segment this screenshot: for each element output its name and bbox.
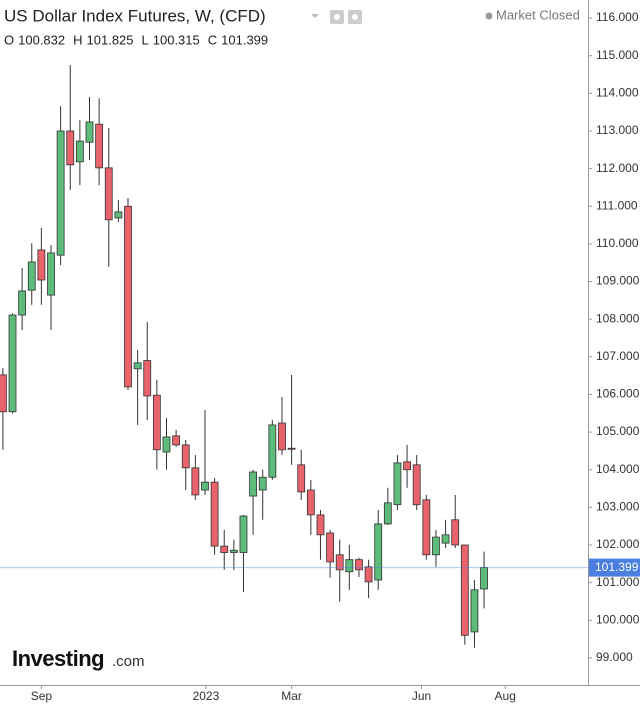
candle-body — [210, 481, 219, 547]
candle-body — [66, 130, 75, 166]
candle-body — [201, 481, 209, 491]
candle-body — [133, 362, 142, 370]
candle-body — [239, 515, 248, 553]
ohlc-value: 100.832 — [18, 32, 65, 47]
candle-body — [412, 464, 421, 506]
x-tick-label: 2023 — [193, 689, 220, 703]
candle-body — [326, 532, 334, 563]
y-tick-label: 99.000 — [596, 650, 633, 664]
ohlc-label: H — [73, 32, 82, 47]
gear-icon-dot — [352, 14, 358, 20]
y-tick-label: 116.000 — [596, 10, 639, 24]
candle-body — [287, 447, 296, 450]
candle-body — [37, 249, 46, 281]
candle-body — [172, 435, 181, 446]
y-tick-label: 102.000 — [596, 537, 640, 551]
candle-body — [56, 130, 65, 256]
candle-body — [258, 476, 267, 491]
x-tick-label: Mar — [281, 689, 302, 703]
candle-body — [316, 514, 325, 536]
logo: Investing .com — [12, 646, 145, 671]
candle-body — [470, 589, 479, 633]
dropdown-icon[interactable] — [311, 14, 319, 18]
candle-body — [85, 121, 94, 143]
candle-body — [441, 534, 450, 544]
candle-body — [162, 436, 171, 453]
candle-body — [104, 167, 113, 221]
candle-body — [451, 519, 460, 546]
y-tick-label: 103.000 — [596, 500, 640, 514]
y-tick-label: 115.000 — [596, 48, 639, 62]
chart-title: US Dollar Index Futures, W, (CFD) — [4, 6, 266, 25]
ohlc-label: O — [4, 32, 14, 47]
candle-body — [47, 252, 55, 296]
candle-body — [229, 549, 238, 553]
y-tick-label: 104.000 — [596, 462, 640, 476]
ohlc-label: C — [208, 32, 217, 47]
candle-body — [355, 559, 363, 571]
candle-body — [278, 422, 286, 451]
candle-body — [480, 567, 488, 590]
y-tick-label: 110.000 — [596, 236, 639, 250]
y-tick-label: 114.000 — [596, 86, 639, 100]
ohlc-value: 100.315 — [153, 32, 200, 47]
candle-body — [335, 554, 344, 571]
y-tick-label: 106.000 — [596, 387, 640, 401]
candle-body — [383, 502, 392, 525]
candle-body — [191, 467, 200, 496]
ohlc-value: 101.399 — [221, 32, 268, 47]
candle-body — [432, 536, 440, 556]
candle-body — [249, 471, 257, 497]
candle-body — [8, 314, 17, 413]
candle-body — [403, 461, 411, 471]
candle-body — [297, 464, 306, 493]
x-tick-label: Sep — [31, 689, 53, 703]
x-tick-label: Aug — [495, 689, 516, 703]
candle-body — [143, 360, 152, 397]
y-tick-label: 111.000 — [596, 198, 638, 212]
status-dot — [485, 12, 493, 20]
logo-name: Investing — [12, 646, 104, 671]
ohlc-label: L — [142, 32, 149, 47]
candle-body — [0, 374, 7, 413]
y-tick-label: 113.000 — [596, 123, 639, 137]
price-label-box — [589, 558, 640, 577]
candle-body — [18, 290, 27, 316]
x-tick-label: Jun — [412, 689, 431, 703]
candle-body — [124, 205, 132, 388]
candle-body — [95, 123, 104, 169]
logo-suffix: .com — [112, 653, 145, 670]
ohlc-value: 101.825 — [87, 32, 134, 47]
candle-body — [345, 559, 354, 573]
settings-icon-dot — [334, 14, 340, 20]
candle-body — [114, 211, 123, 219]
y-tick-label: 105.000 — [596, 424, 640, 438]
candle-body — [393, 462, 402, 506]
header: US Dollar Index Futures, W, (CFD) Market… — [4, 6, 580, 25]
candle-body — [220, 545, 229, 553]
candle-body — [181, 444, 190, 469]
candle-body — [268, 424, 277, 478]
y-tick-label: 101.000 — [596, 575, 640, 589]
candle-body — [306, 489, 315, 516]
candle-body — [422, 499, 431, 556]
y-tick-label: 109.000 — [596, 274, 640, 288]
candle-body — [75, 140, 84, 163]
y-tick-label: 112.000 — [596, 161, 639, 175]
candle-body — [364, 566, 373, 583]
y-tick-label: 100.000 — [596, 612, 640, 626]
candle-body — [374, 523, 383, 581]
candle-body — [27, 261, 36, 291]
candle-body — [152, 394, 161, 451]
candle-body — [460, 544, 469, 636]
y-tick-label: 108.000 — [596, 311, 640, 325]
market-status: Market Closed — [496, 7, 580, 22]
price-label: 101.399 — [595, 560, 639, 574]
ohlc-line: O 100.832 H 101.825 L 100.315 C 101.399 — [4, 32, 268, 47]
y-tick-label: 107.000 — [596, 349, 640, 363]
